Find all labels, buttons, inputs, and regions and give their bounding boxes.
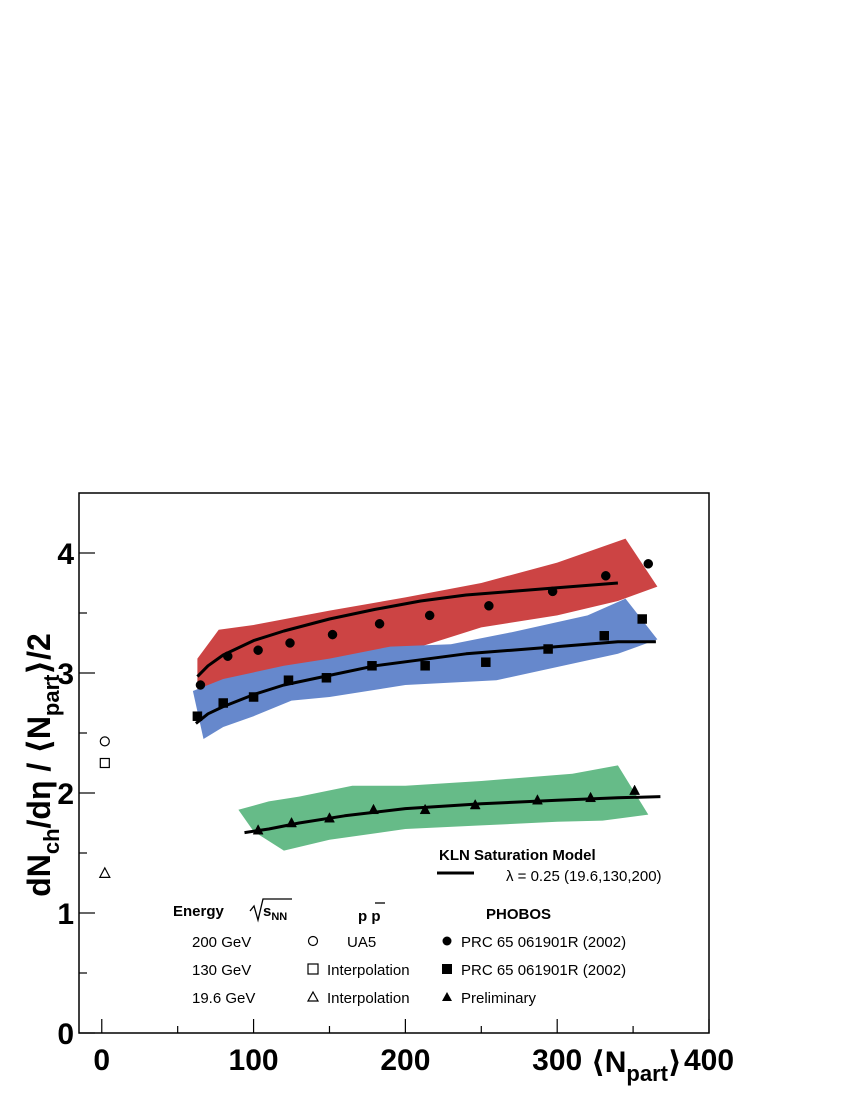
point-filled-square-130-gev	[420, 661, 430, 671]
point-filled-square-130-gev	[192, 711, 203, 721]
legend-phobos-130: PRC 65 061901R (2002)	[461, 962, 626, 979]
legend-filled-square-marker	[442, 964, 452, 974]
model-curve-19-6-gev	[244, 795, 661, 835]
band-19-6-gev	[238, 765, 649, 851]
point-filled-triangle-19-6-gev	[252, 824, 264, 835]
y-tick-label: 2	[57, 778, 74, 811]
y-tick-label: 1	[57, 898, 74, 931]
legend-phobos-200: PRC 65 061901R (2002)	[461, 934, 626, 951]
point-filled-square-130-gev	[637, 614, 647, 624]
point-filled-square-130-gev	[283, 675, 294, 685]
point-filled-circle-200-gev	[601, 571, 611, 581]
model-legend-entry: λ = 0.25 (19.6,130,200)	[506, 868, 662, 885]
point-filled-circle-200-gev	[643, 559, 654, 569]
point-filled-circle-200-gev	[424, 610, 435, 621]
point-filled-square-130-gev	[599, 631, 610, 641]
point-filled-circle-200-gev	[223, 651, 233, 661]
point-filled-square-130-gev	[481, 657, 491, 667]
legend-ppbar-200: UA5	[347, 934, 376, 951]
point-filled-triangle-19-6-gev	[368, 803, 379, 815]
data-legend: Energy sNN p p PHOBOS 200 GeV 130 GeV 19…	[173, 898, 626, 1007]
plot-frame	[78, 492, 710, 1034]
x-tick-label: 100	[229, 1044, 279, 1077]
legend-open-circle-marker	[307, 935, 319, 947]
point-filled-circle-200-gev	[195, 680, 206, 690]
sqrt-sign	[249, 898, 292, 923]
data-points	[98, 559, 654, 879]
point-filled-square-130-gev	[248, 692, 259, 702]
point-filled-circle-200-gev	[327, 629, 338, 640]
point-filled-triangle-19-6-gev	[469, 798, 481, 810]
legend-header-energy: Energy	[173, 903, 225, 920]
x-tick-label: 300	[532, 1044, 582, 1077]
point-filled-circle-200-gev	[285, 638, 295, 648]
point-filled-triangle-19-6-gev	[532, 794, 543, 805]
y-tick-label: 4	[57, 538, 74, 571]
y-tick-label: 3	[57, 658, 74, 691]
legend-ppbar-19: Interpolation	[327, 990, 410, 1007]
legend-ppbar-130: Interpolation	[327, 962, 410, 979]
point-filled-circle-200-gev	[484, 601, 494, 611]
legend-energy-200: 200 GeV	[192, 934, 251, 951]
legend-phobos-19: Preliminary	[461, 990, 537, 1007]
point-filled-triangle-19-6-gev	[324, 812, 335, 823]
x-tick-label: 0	[93, 1044, 110, 1077]
point-filled-square-130-gev	[543, 644, 553, 654]
axes: 0 100 200 300 400 0 1 2 3 4	[57, 538, 734, 1077]
point-filled-triangle-19-6-gev	[286, 816, 297, 828]
point-filled-square-130-gev	[321, 673, 332, 683]
model-curve-200-gev	[196, 581, 619, 678]
point-filled-circle-200-gev	[253, 645, 263, 655]
point-filled-triangle-19-6-gev	[629, 784, 641, 795]
legend-energy-19: 19.6 GeV	[192, 990, 255, 1007]
sqrt-s-symbol: sNN	[249, 898, 292, 923]
legend-energy-130: 130 GeV	[192, 962, 251, 979]
point-filled-square-130-gev	[367, 661, 377, 671]
legend-open-square-marker	[307, 963, 319, 975]
x-tick-label: 200	[380, 1044, 430, 1077]
model-legend-title: KLN Saturation Model	[439, 847, 596, 864]
point-filled-circle-200-gev	[547, 586, 558, 597]
y-axis-label: dNch/dη / ⟨Npart⟩/2	[21, 633, 64, 897]
point-filled-triangle-19-6-gev	[419, 803, 431, 815]
x-tick-label: 400	[684, 1044, 734, 1077]
point-open-circle-200-gev	[99, 736, 110, 747]
y-tick-label: 0	[57, 1018, 74, 1051]
legend-header-phobos: PHOBOS	[486, 906, 551, 923]
legend-header-ppbar: p p	[358, 908, 381, 925]
point-open-square-130-gev	[99, 757, 110, 769]
legend-filled-circle-marker	[442, 936, 452, 946]
point-filled-triangle-19-6-gev	[585, 791, 597, 803]
legend-open-triangle-marker	[306, 990, 320, 1002]
point-open-triangle-19-6-gev	[98, 866, 111, 879]
legend-filled-triangle-marker	[442, 992, 452, 1001]
point-filled-square-130-gev	[218, 698, 228, 708]
point-filled-circle-200-gev	[374, 619, 385, 629]
model-legend: KLN Saturation Model λ = 0.25 (19.6,130,…	[437, 847, 662, 885]
legend-header-sqrt-s: sNN	[263, 903, 287, 923]
x-axis-label: ⟨Npart⟩	[591, 1046, 682, 1086]
